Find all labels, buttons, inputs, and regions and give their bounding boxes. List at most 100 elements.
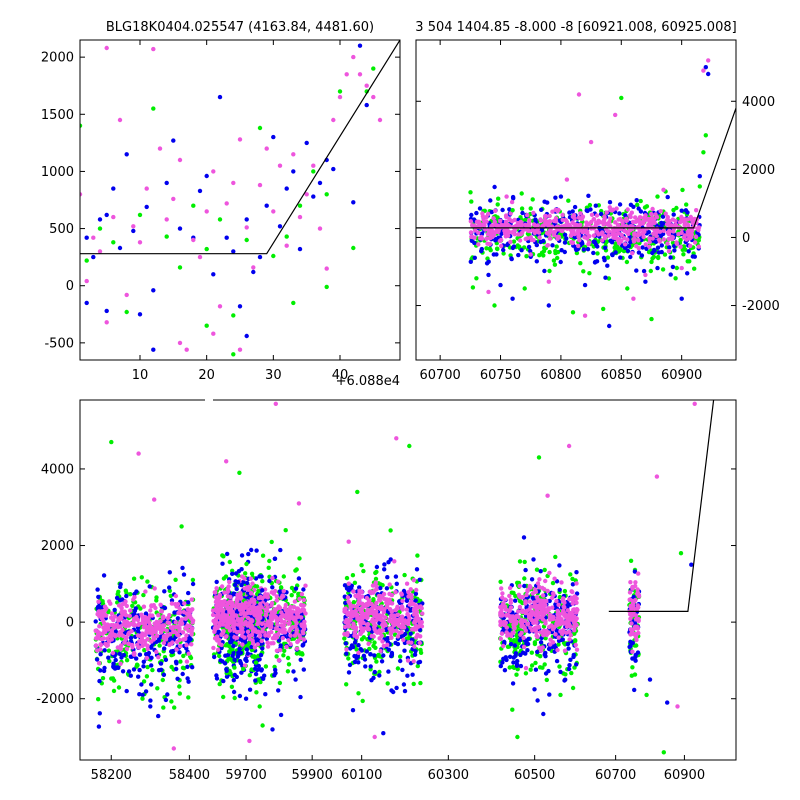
data-point-blue (377, 673, 382, 678)
data-point-blue (162, 646, 167, 651)
data-point-magenta (519, 624, 524, 629)
data-point-magenta (343, 619, 348, 625)
data-point-magenta (164, 628, 169, 633)
data-point-blue (301, 667, 306, 672)
data-point-magenta (237, 347, 243, 352)
data-point-blue (659, 243, 664, 248)
data-point-magenta (183, 625, 188, 631)
data-point-magenta (573, 597, 578, 602)
data-point-blue (559, 248, 564, 253)
data-point-magenta (255, 642, 260, 647)
data-point-blue (148, 698, 153, 703)
x-tick-label: 60800 (540, 368, 581, 383)
data-point-blue (270, 585, 275, 590)
data-point-blue (256, 663, 261, 669)
data-point-green (528, 667, 533, 672)
data-point-blue (234, 586, 239, 592)
data-point-green (289, 585, 295, 591)
data-point-blue (526, 636, 531, 642)
data-point-blue (660, 214, 666, 219)
x-tick-label: 10 (132, 368, 149, 383)
data-point-magenta (107, 599, 112, 604)
data-point-magenta (282, 630, 288, 635)
data-point-blue (558, 259, 563, 265)
data-point-blue (594, 242, 599, 247)
data-point-blue (231, 643, 236, 649)
data-point-magenta (277, 605, 283, 611)
data-point-blue (96, 724, 102, 729)
data-point-magenta (547, 570, 552, 576)
data-point-magenta (679, 226, 685, 231)
data-point-blue (538, 239, 543, 245)
data-point-green (411, 681, 416, 687)
data-point-magenta (498, 237, 504, 243)
data-point-green (160, 677, 165, 683)
data-point-green (524, 254, 529, 259)
data-point-magenta (409, 599, 414, 604)
data-point-magenta (601, 218, 607, 223)
data-point-magenta (302, 622, 307, 628)
data-point-magenta (126, 641, 131, 646)
data-point-green (247, 673, 252, 678)
data-point-green (587, 271, 592, 276)
data-point-green (566, 198, 571, 203)
data-point-green (532, 641, 538, 647)
model-curve (80, 40, 400, 255)
data-point-green (674, 265, 679, 271)
data-point-magenta (546, 279, 551, 284)
data-point-magenta (520, 595, 525, 600)
data-point-green (701, 150, 706, 155)
data-point-magenta (183, 616, 188, 621)
data-point-magenta (393, 590, 398, 595)
data-point-green (217, 653, 222, 659)
data-point-magenta (538, 648, 544, 653)
data-point-magenta (264, 602, 269, 607)
data-point-blue (169, 598, 175, 603)
data-point-magenta (525, 587, 530, 592)
data-point-magenta (556, 635, 561, 640)
data-point-magenta (610, 207, 616, 212)
data-point-blue (232, 672, 237, 678)
data-point-magenta (570, 230, 575, 235)
data-point-blue (639, 253, 645, 258)
data-point-blue (628, 254, 633, 260)
data-point-green (257, 704, 262, 709)
data-point-magenta (180, 630, 186, 635)
data-point-green (124, 309, 129, 315)
data-point-blue (359, 648, 364, 653)
data-point-magenta (354, 635, 360, 640)
data-point-blue (529, 577, 535, 582)
data-point-magenta (331, 117, 336, 123)
data-point-magenta (103, 641, 108, 647)
data-point-green (662, 252, 668, 257)
data-point-magenta (487, 241, 493, 247)
data-point-blue (259, 668, 264, 673)
data-point-green (395, 666, 401, 671)
data-point-magenta (507, 593, 512, 599)
data-point-blue (526, 244, 532, 250)
data-point-green (142, 648, 147, 653)
data-point-magenta (572, 628, 577, 633)
data-point-magenta (560, 212, 565, 218)
data-point-blue (126, 669, 132, 674)
data-point-magenta (663, 211, 668, 216)
data-point-magenta (356, 615, 361, 621)
data-point-magenta (565, 608, 570, 613)
top-left-title: BLG18K0404.025547 (4163.84, 4481.60) (106, 20, 374, 35)
data-point-magenta (577, 238, 582, 243)
data-point-magenta (484, 214, 489, 220)
data-point-magenta (499, 222, 504, 227)
data-point-blue (156, 713, 161, 719)
data-point-magenta (377, 117, 383, 123)
data-point-green (541, 248, 547, 254)
data-point-blue (174, 666, 179, 672)
data-point-blue (679, 208, 684, 213)
data-point-magenta (287, 628, 292, 634)
data-point-magenta (564, 624, 570, 629)
data-point-blue (547, 598, 552, 604)
data-point-magenta (595, 230, 600, 235)
data-point-magenta (279, 610, 284, 615)
data-point-magenta (387, 582, 392, 587)
